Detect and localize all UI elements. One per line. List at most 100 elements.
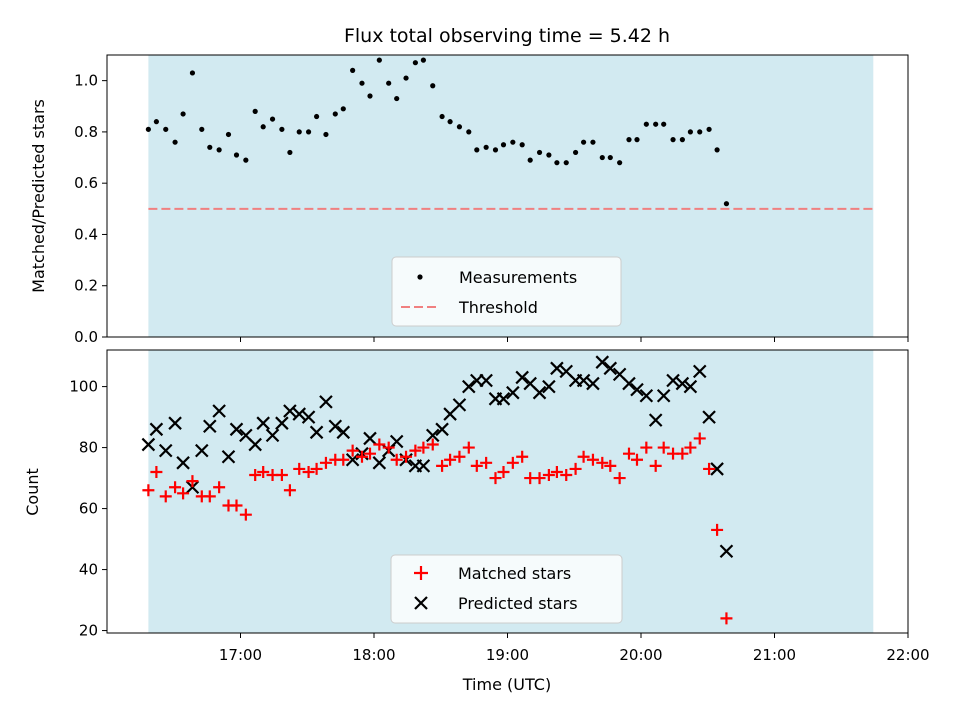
- matched-star-point: [363, 447, 376, 460]
- measurement-point: [706, 126, 712, 132]
- bottom-y-ticks: 20 40 60 80 100: [69, 378, 107, 640]
- predicted-star-point: [532, 385, 547, 400]
- predicted-star-point: [435, 422, 449, 437]
- predicted-star-point: [283, 404, 297, 418]
- predicted-star-point: [141, 437, 156, 452]
- predicted-star-point: [328, 419, 343, 434]
- measurement-point: [653, 121, 659, 127]
- matched-star-point: [703, 462, 716, 475]
- matched-star-point: [497, 465, 510, 478]
- matched-star-point: [310, 462, 323, 475]
- matched-star-point: [426, 438, 439, 451]
- matched-star-point: [142, 484, 155, 497]
- measurement-point: [313, 113, 320, 120]
- matched-star-point: [630, 453, 643, 466]
- matched-star-point: [186, 475, 199, 488]
- measurement-point: [456, 124, 463, 130]
- measurement-point: [483, 144, 489, 150]
- top-y-tick-label: 0.4: [74, 225, 98, 243]
- measurement-point: [599, 154, 605, 161]
- measurement-point: [172, 139, 178, 145]
- top-y-tick-label: 0.8: [74, 123, 98, 141]
- measurement-point: [670, 137, 676, 143]
- matched-star-point: [319, 456, 332, 469]
- predicted-star-point: [185, 480, 200, 495]
- predicted-star-point: [452, 398, 467, 412]
- predicted-star-point: [212, 404, 226, 418]
- measurement-point: [527, 157, 533, 163]
- legend-threshold-label: Threshold: [458, 298, 538, 317]
- matched-star-point: [657, 441, 670, 454]
- measurement-point: [207, 144, 213, 150]
- predicted-star-point: [719, 544, 734, 559]
- legend-measurements-marker: [417, 274, 423, 280]
- measurement-point: [546, 152, 552, 158]
- matched-star-point: [586, 453, 599, 466]
- top-measurement-points: [145, 57, 730, 207]
- matched-star-point: [302, 465, 315, 478]
- measurement-point: [323, 131, 329, 138]
- measurement-point: [466, 129, 472, 135]
- measurement-point: [643, 121, 649, 127]
- measurement-point: [332, 111, 338, 117]
- predicted-star-point: [425, 428, 440, 443]
- predicted-star-point: [595, 355, 610, 369]
- legend-matched-marker: [414, 566, 428, 580]
- matched-star-point: [213, 481, 226, 494]
- measurement-point: [474, 147, 480, 153]
- measurement-point: [447, 119, 453, 125]
- measurement-point: [225, 131, 232, 138]
- matched-star-point: [462, 441, 475, 454]
- matched-star-point: [533, 472, 546, 485]
- top-legend: Measurements Threshold: [391, 256, 622, 327]
- legend-predicted-marker: [414, 596, 428, 610]
- bottom-legend: Matched stars Predicted stars: [390, 554, 623, 624]
- legend-predicted-label: Predicted stars: [458, 594, 578, 613]
- matched-star-point: [596, 456, 609, 469]
- matched-star-point: [720, 612, 733, 625]
- predicted-star-point: [496, 392, 511, 406]
- predicted-star-point: [309, 425, 324, 440]
- predicted-star-point: [301, 410, 316, 424]
- measurement-point: [500, 142, 507, 148]
- predicted-star-point: [168, 416, 182, 430]
- matched-star-point: [275, 469, 288, 482]
- matched-star-point: [169, 481, 182, 494]
- predicted-star-point: [158, 443, 173, 458]
- measurement-point: [359, 80, 365, 86]
- measurement-point: [296, 129, 302, 135]
- bottom-x-tick-label: 17:00: [219, 646, 262, 664]
- measurement-point: [519, 142, 525, 148]
- measurement-point: [439, 113, 445, 120]
- top-y-tick-label: 1.0: [74, 72, 98, 90]
- matched-star-point: [337, 453, 350, 466]
- predicted-star-point: [372, 456, 387, 470]
- predicted-star-point: [416, 459, 431, 473]
- top-y-tick-label: 0.0: [74, 328, 98, 346]
- predicted-star-point: [248, 437, 262, 452]
- measurement-point: [243, 157, 249, 163]
- predicted-star-point: [550, 361, 564, 376]
- matched-star-point: [203, 490, 216, 503]
- matched-star-point: [293, 462, 306, 475]
- predicted-star-point: [683, 379, 698, 394]
- matched-star-point: [239, 508, 252, 521]
- matched-star-point: [480, 456, 493, 469]
- matched-star-point: [560, 469, 573, 482]
- matched-star-point: [159, 490, 172, 503]
- bottom-x-tick-label: 19:00: [486, 646, 529, 664]
- measurement-point: [536, 149, 543, 156]
- bottom-y-tick-label: 60: [79, 500, 98, 518]
- matched-star-point: [150, 465, 163, 478]
- predicted-star-point: [710, 462, 724, 476]
- matched-star-point: [257, 465, 270, 478]
- bottom-x-ticks: 17:00 18:00 19:00 20:00 21:00 22:00: [219, 633, 930, 664]
- measurement-point: [510, 139, 516, 145]
- measurement-point: [590, 139, 596, 145]
- predicted-star-point: [542, 379, 556, 394]
- predicted-star-point: [265, 428, 280, 443]
- measurement-point: [394, 95, 400, 102]
- measurement-point: [189, 70, 196, 76]
- predicted-star-point: [515, 370, 529, 385]
- top-x-ticks: [240, 337, 909, 342]
